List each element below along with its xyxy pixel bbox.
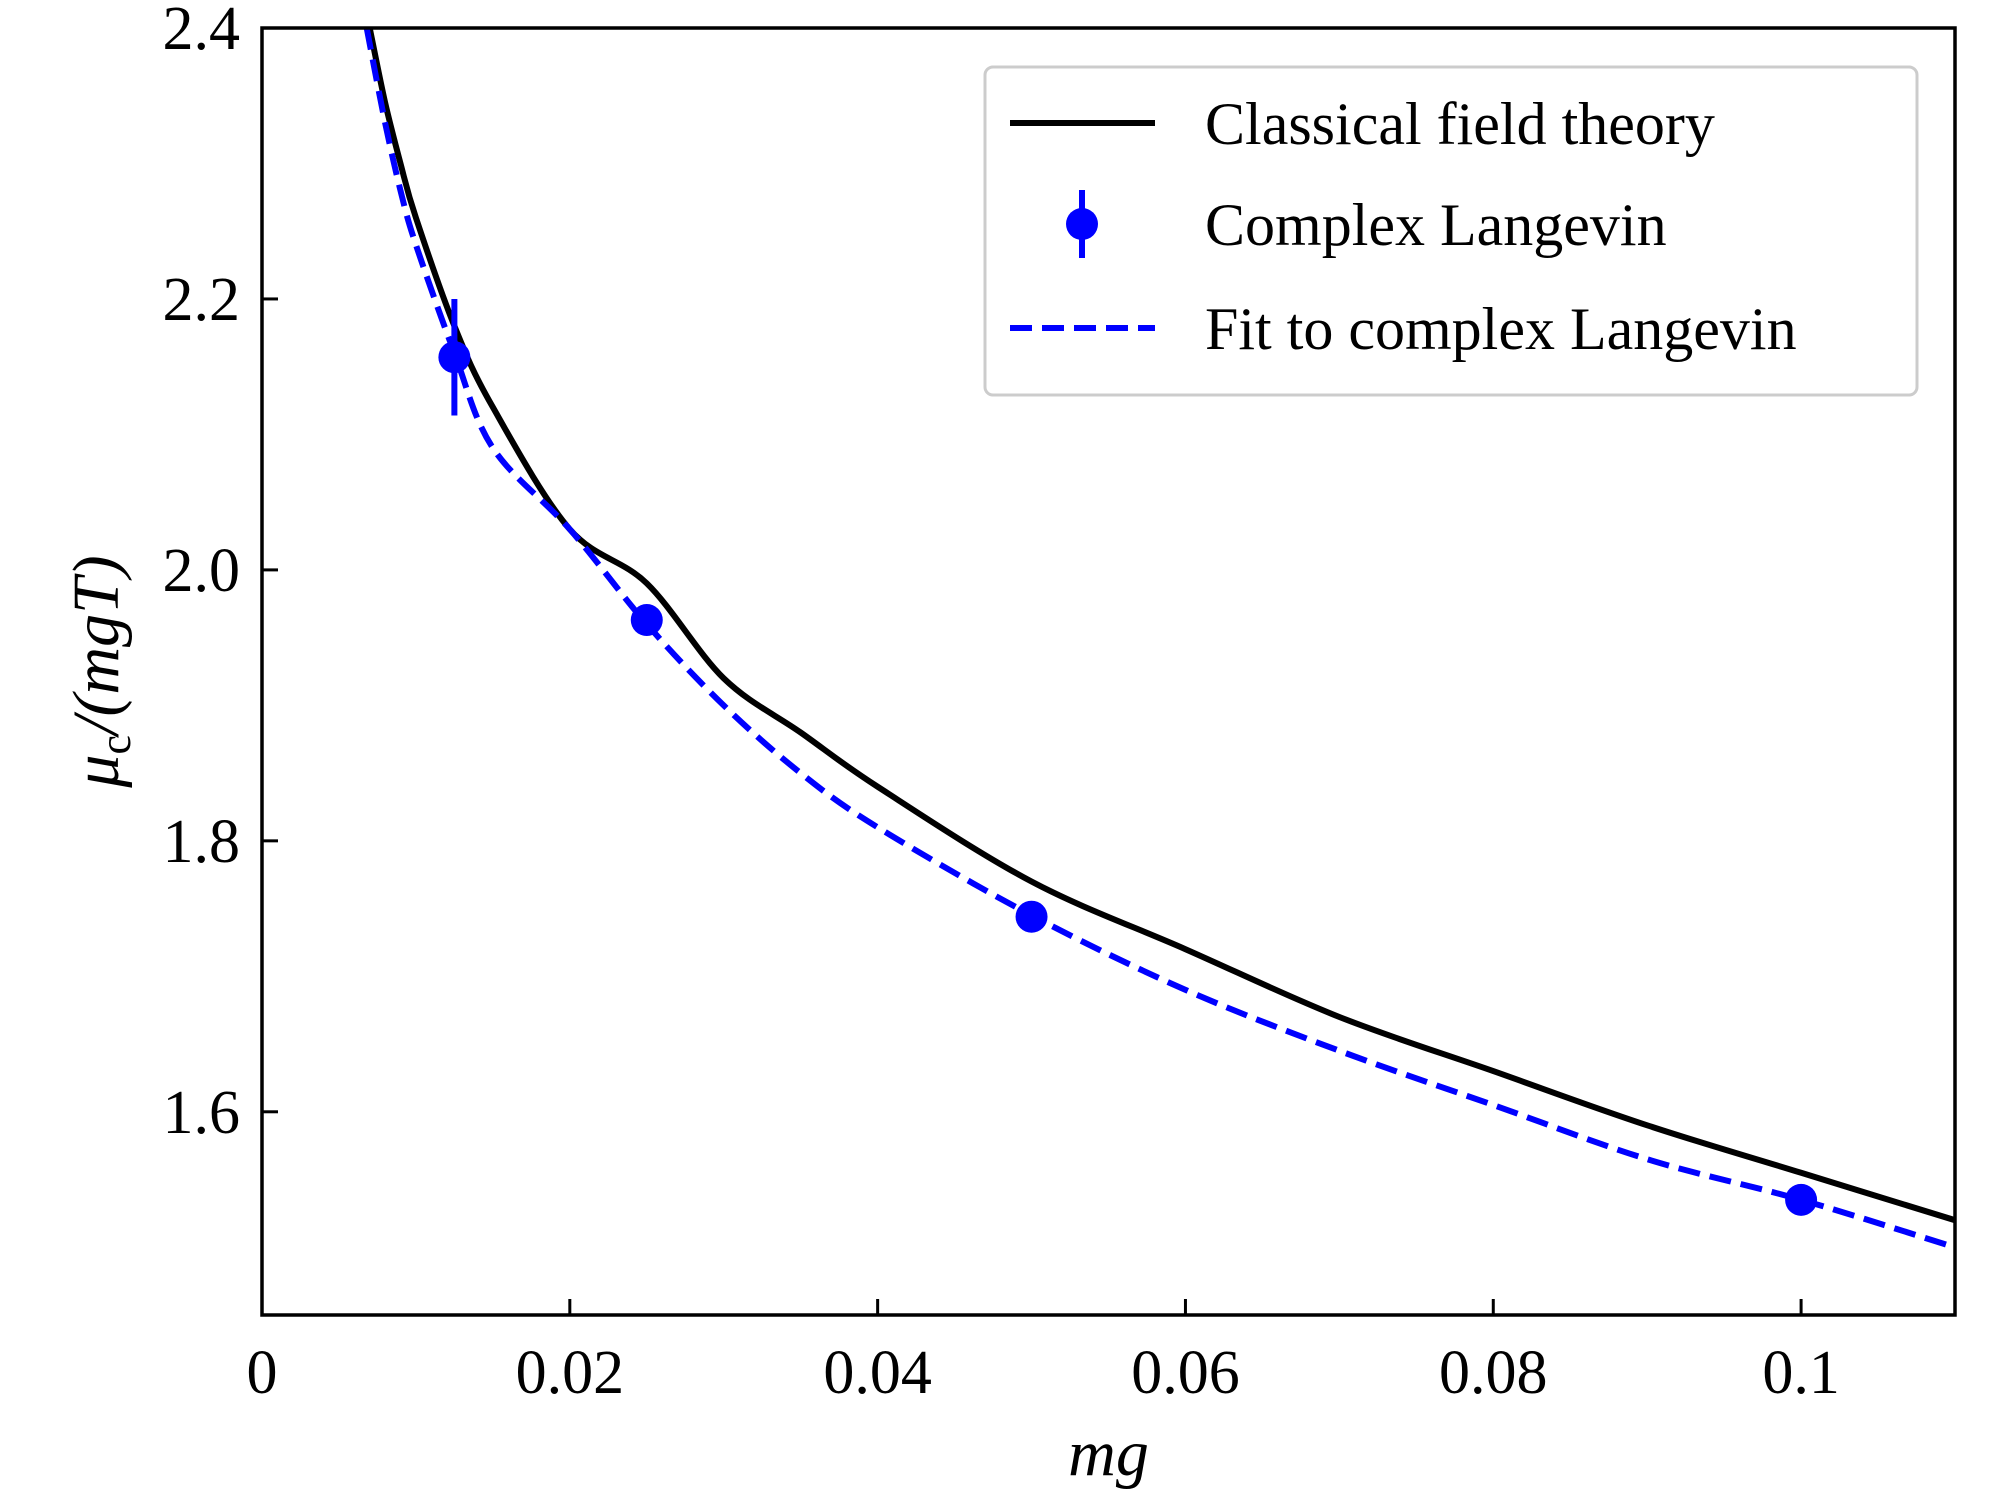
legend-box [983,65,1919,397]
y-tick-label: 1.8 [163,808,241,876]
x-axis-label: mg [1068,1417,1149,1490]
x-tick-label: 0.08 [1439,1339,1548,1407]
plot-frame [260,26,1957,1317]
legend: Classical field theory Complex Langevin … [983,65,1919,397]
y-axis-label-tail: /(mgT) [60,555,133,739]
y-axis-label-subscript: c [91,735,140,755]
y-tick-label: 2.2 [163,266,241,334]
legend-label-classical: Classical field theory [1205,91,1715,157]
x-tick-label: 0 [247,1339,278,1407]
x-tick-label: 0.06 [1131,1339,1240,1407]
langevin-point [1015,900,1048,933]
y-tick-label: 2.0 [163,537,241,605]
langevin-point [630,604,663,637]
classical-line [366,28,1955,1224]
y-axis-label-mu: μ [60,755,133,789]
langevin-point [1785,1183,1818,1216]
x-tick-label: 0.02 [516,1339,625,1407]
fit-line [363,28,1955,1251]
y-tick-label: 2.4 [163,0,241,63]
legend-label-fit: Fit to complex Langevin [1205,296,1797,362]
legend-label-langevin: Complex Langevin [1205,192,1667,258]
y-tick-label: 1.6 [163,1079,241,1147]
x-tick-label: 0.1 [1762,1339,1840,1407]
y-axis-label: μc/(mgT) [60,555,140,788]
legend-marker-langevin [1066,208,1098,240]
ticks-layer: 0 0.02 0.04 0.06 0.08 0.1 1.6 1.8 2.0 2.2 2.4 [163,0,1840,1407]
x-tick-label: 0.04 [823,1339,932,1407]
langevin-point [438,341,471,374]
series-layer [363,28,1955,1251]
